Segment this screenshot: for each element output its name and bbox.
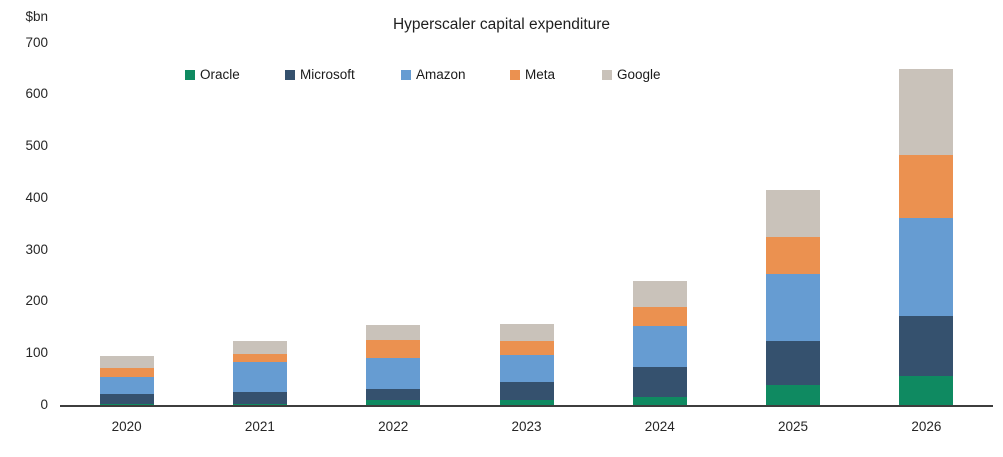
bar-2025-meta: [766, 236, 821, 275]
bar-2023-google: [499, 324, 554, 342]
bar-2025-microsoft: [766, 340, 821, 386]
bar-2025-oracle: [766, 385, 821, 405]
bar-2024-amazon: [632, 325, 687, 368]
bar-2022-microsoft: [366, 388, 421, 401]
legend-item-oracle: Oracle: [185, 67, 240, 82]
bar-2020-amazon: [99, 377, 154, 395]
bar-2021-amazon: [232, 362, 287, 393]
y-tick-label-700: 700: [25, 34, 48, 50]
x-label-2024: 2024: [644, 419, 675, 434]
y-tick-label-0: 0: [40, 397, 48, 412]
bar-2021-google: [232, 341, 287, 354]
bar-2025-amazon: [766, 274, 821, 341]
bar-2022-google: [366, 325, 421, 341]
bar-2026-google: [899, 69, 954, 155]
bar-2020-meta: [99, 368, 154, 378]
bar-2020-microsoft: [99, 394, 154, 404]
bar-2022-oracle: [366, 400, 421, 405]
bar-2023-oracle: [499, 400, 554, 405]
legend-label: Oracle: [200, 67, 240, 82]
legend-label: Microsoft: [300, 67, 355, 82]
bar-2022-meta: [366, 340, 421, 358]
chart-title: Hyperscaler capital expenditure: [392, 16, 611, 33]
legend-label: Amazon: [416, 67, 466, 82]
legend-label: Meta: [525, 67, 556, 82]
x-label-2021: 2021: [244, 419, 275, 434]
bar-2026-amazon: [899, 218, 954, 316]
x-axis-line: [60, 405, 993, 407]
bar-2022-amazon: [366, 357, 421, 389]
bar-2024-meta: [632, 307, 687, 326]
x-label-2025: 2025: [778, 419, 809, 434]
bar-2023-amazon: [499, 354, 554, 382]
y-tick-label-100: 100: [25, 345, 48, 361]
bar-2021-meta: [232, 353, 287, 363]
legend-swatch-oracle-icon: [185, 69, 195, 80]
bar-2025-google: [766, 190, 821, 237]
legend-item-meta: Meta: [510, 67, 555, 82]
bar-2024-microsoft: [632, 367, 687, 397]
legend-swatch-google-icon: [602, 69, 612, 80]
legend-item-amazon: Amazon: [401, 67, 466, 82]
bar-2023-meta: [499, 341, 554, 355]
bar-2023-microsoft: [499, 381, 554, 401]
y-tick-label-300: 300: [25, 241, 48, 257]
y-tick-label-200: 200: [25, 293, 48, 309]
x-label-2022: 2022: [378, 419, 409, 434]
bar-2020-google: [99, 355, 154, 369]
x-label-2020: 2020: [111, 419, 142, 434]
y-axis-unit-label: $bn: [25, 8, 48, 24]
legend-swatch-amazon-icon: [401, 69, 411, 80]
bar-2021-microsoft: [232, 392, 287, 404]
bar-2024-oracle: [632, 396, 687, 405]
legend-item-google: Google: [602, 67, 661, 82]
x-label-2023: 2023: [511, 419, 542, 434]
bar-2026-oracle: [899, 376, 954, 405]
x-label-2026: 2026: [911, 419, 942, 434]
bar-2024-google: [632, 280, 687, 308]
y-tick-label-600: 600: [25, 86, 48, 102]
bar-2026-meta: [899, 155, 954, 219]
bar-2026-microsoft: [899, 315, 954, 376]
legend-label: Google: [617, 67, 661, 82]
bar-2021-oracle: [232, 403, 287, 405]
y-tick-label-500: 500: [25, 138, 48, 154]
legend-swatch-microsoft-icon: [285, 69, 295, 80]
legend-item-microsoft: Microsoft: [285, 67, 355, 82]
y-tick-label-400: 400: [25, 189, 48, 205]
bar-2020-oracle: [99, 403, 154, 405]
legend-swatch-meta-icon: [510, 69, 520, 80]
